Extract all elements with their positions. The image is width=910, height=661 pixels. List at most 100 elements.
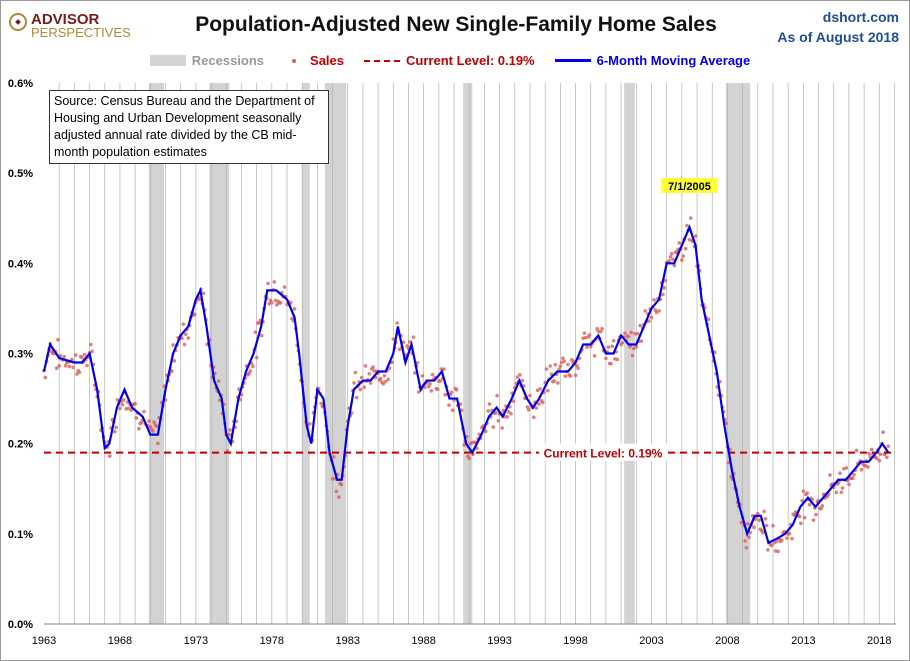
sales-point (368, 381, 373, 385)
sales-point (867, 451, 871, 456)
sales-point (509, 412, 513, 416)
sales-point (776, 549, 780, 554)
sales-point (878, 452, 883, 457)
sales-point (669, 251, 674, 256)
sales-point (801, 489, 806, 493)
sales-point (859, 467, 864, 472)
sales-point (743, 539, 747, 543)
recession-band (209, 83, 230, 624)
sales-point (748, 530, 753, 535)
x-tick-label: 1993 (487, 635, 511, 647)
sales-point (626, 334, 631, 339)
sales-point (254, 355, 259, 360)
sales-point (582, 331, 587, 335)
sales-point (623, 331, 627, 336)
sales-point (634, 345, 639, 349)
sales-point (585, 345, 589, 350)
sales-point (142, 409, 146, 414)
sales-point (839, 490, 844, 495)
sales-point (362, 385, 366, 390)
sales-point (71, 365, 75, 370)
sales-point (395, 321, 399, 325)
sales-point (467, 456, 472, 461)
sales-point (568, 374, 573, 378)
sales-point (429, 389, 434, 393)
recession-band (463, 83, 473, 624)
peak-annotation: 7/1/2005 (668, 181, 711, 193)
sales-point (121, 398, 126, 402)
sales-point (75, 372, 79, 376)
sales-point (496, 419, 501, 423)
recession-band (725, 83, 751, 624)
sales-point (115, 397, 120, 402)
sales-point (391, 337, 396, 341)
logo-perspectives: PERSPECTIVES (31, 25, 131, 40)
legend-sales-label: Sales (310, 53, 345, 68)
sales-point (610, 344, 615, 349)
y-tick-label: 0.5% (8, 168, 33, 180)
sales-point (381, 382, 385, 386)
sales-point (769, 543, 774, 548)
sales-point (592, 354, 597, 358)
logo-advisor: ADVISOR (31, 11, 100, 28)
sales-point (834, 490, 839, 495)
sales-point (454, 387, 459, 392)
sales-point (635, 331, 640, 336)
sales-point (43, 375, 48, 380)
sales-point (266, 281, 270, 286)
current-label-bg (539, 443, 667, 461)
sales-point (353, 370, 358, 375)
sales-point (819, 506, 823, 511)
y-tick-label: 0.3% (8, 349, 33, 361)
sales-point (253, 330, 258, 334)
sales-point (288, 300, 293, 305)
sales-point (147, 419, 151, 423)
sales-point (382, 373, 387, 378)
sales-point (668, 255, 673, 259)
solid-line-icon (554, 59, 591, 62)
sales-point (540, 400, 545, 405)
sales-point (85, 363, 89, 368)
sales-point (680, 258, 684, 262)
sales-point (544, 367, 549, 371)
sales-point (805, 491, 809, 495)
sales-point (667, 259, 672, 263)
sales-point (120, 403, 125, 407)
sales-point (82, 352, 87, 357)
sales-point (866, 465, 870, 469)
sales-point (609, 361, 613, 366)
sales-point (847, 482, 851, 487)
sales-point (552, 379, 556, 383)
sales-point (706, 317, 711, 322)
sales-point (537, 402, 541, 406)
site-name: dshort.com (822, 9, 899, 25)
site-info: dshort.com As of August 2018 (777, 7, 899, 47)
sales-point (874, 456, 879, 461)
sales-point (569, 357, 574, 362)
sales-point (604, 356, 608, 361)
sales-point (854, 448, 859, 453)
sales-point (272, 280, 277, 284)
sales-point (363, 364, 368, 368)
x-tick-label: 1973 (184, 635, 208, 647)
sales-point (435, 387, 440, 392)
sales-point (881, 430, 885, 435)
sales-point (426, 384, 431, 389)
sales-point (359, 375, 364, 380)
sales-point (275, 302, 279, 307)
sales-point (420, 374, 425, 378)
sales-point (850, 476, 855, 481)
recession-band (302, 83, 310, 624)
sales-point (828, 473, 832, 477)
sales-point (630, 353, 635, 358)
sales-point (600, 326, 604, 331)
sales-point (587, 333, 592, 337)
sales-point (869, 447, 874, 452)
sales-point (511, 399, 516, 404)
sales-point (442, 367, 446, 371)
sales-point (774, 539, 779, 544)
sales-point (573, 373, 578, 378)
sales-point (407, 340, 412, 344)
sales-point (447, 403, 451, 407)
sales-point (615, 357, 620, 362)
